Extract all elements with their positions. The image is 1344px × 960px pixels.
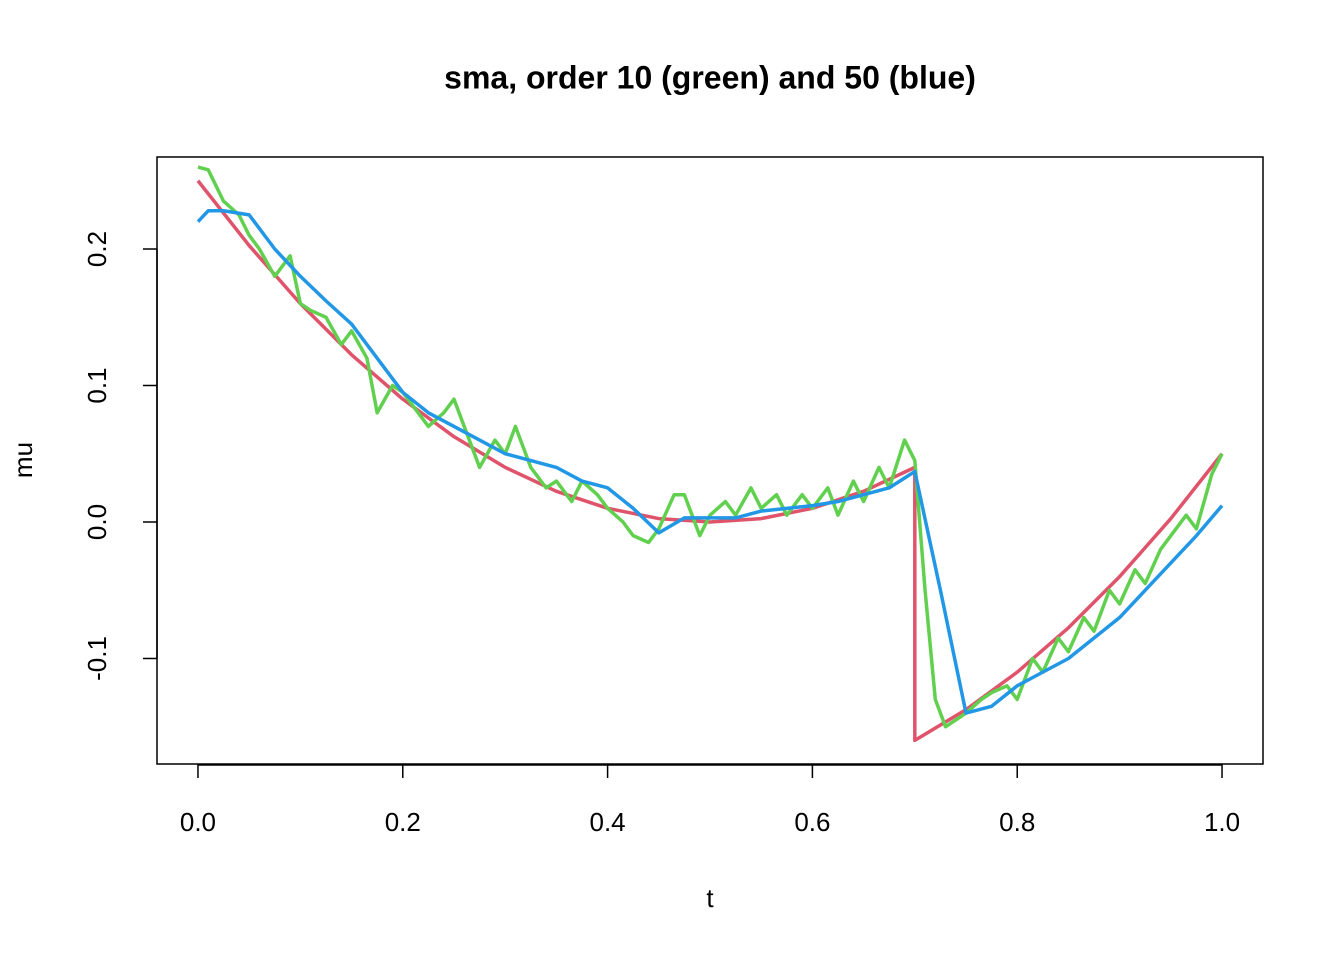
x-tick-label: 0.8 — [999, 807, 1035, 837]
x-axis-label: t — [706, 883, 714, 913]
y-tick-label: -0.1 — [82, 636, 112, 681]
x-tick-label: 1.0 — [1204, 807, 1240, 837]
chart-title: sma, order 10 (green) and 50 (blue) — [444, 59, 976, 95]
x-tick-label: 0.6 — [794, 807, 830, 837]
y-tick-label: 0.1 — [82, 367, 112, 403]
y-tick-label: 0.0 — [82, 504, 112, 540]
x-tick-label: 0.2 — [385, 807, 421, 837]
y-axis-label: mu — [8, 442, 38, 478]
x-tick-label: 0.0 — [180, 807, 216, 837]
y-tick-label: 0.2 — [82, 231, 112, 267]
series-line — [197, 165, 1224, 729]
plot-frame — [156, 156, 1264, 765]
series-line — [196, 209, 1224, 715]
series-line — [196, 179, 1224, 743]
x-tick-label: 0.4 — [590, 807, 626, 837]
